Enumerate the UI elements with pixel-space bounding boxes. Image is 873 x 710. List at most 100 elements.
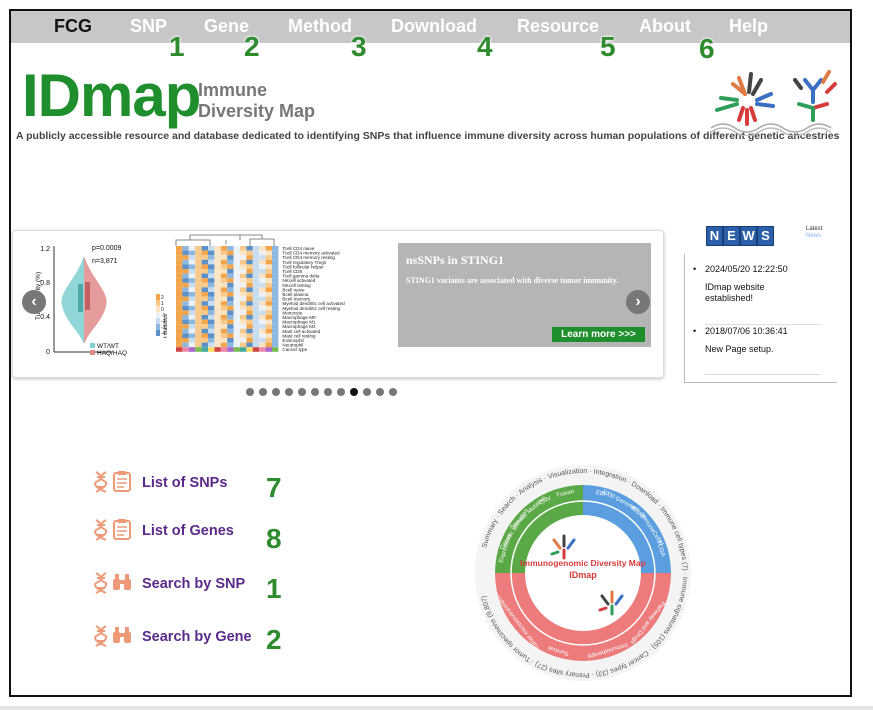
heatmap-cell [272, 269, 279, 274]
heatmap-cell [201, 246, 208, 251]
heatmap-cell [246, 310, 253, 315]
heatmap-cell [272, 273, 279, 279]
heatmap-row-label: Tcell gamma delta [282, 274, 319, 279]
link-label[interactable]: Search by SNP [142, 576, 246, 592]
heatmap-cell [182, 324, 189, 329]
link-label[interactable]: Search by Gene [142, 629, 252, 645]
heatmap-cell [272, 287, 279, 292]
news-text[interactable]: New Page setup. [705, 344, 774, 354]
heatmap-cell [208, 246, 215, 251]
carousel-dot[interactable] [311, 388, 319, 396]
link-label[interactable]: List of Genes [142, 523, 234, 539]
heatmap-row-label: Macrophage M0 [282, 315, 316, 320]
news-text[interactable]: IDmap website established! [705, 282, 765, 303]
heatmap-cell [259, 269, 266, 274]
heatmap-cell [265, 305, 272, 311]
nav-about[interactable]: About [639, 16, 691, 36]
link-label[interactable]: List of SNPs [142, 475, 228, 491]
heatmap-cell [227, 315, 234, 320]
heatmap-cell [188, 259, 196, 265]
heatmap-cell [195, 259, 202, 265]
heatmap-cell [227, 250, 234, 256]
nav-method[interactable]: Method [288, 16, 352, 36]
heatmap-cell [246, 338, 253, 343]
nav-help[interactable]: Help [729, 16, 769, 36]
heatmap-cell [227, 292, 234, 297]
nav-snp[interactable]: SNP [130, 16, 168, 36]
heatmap-cell [182, 315, 189, 320]
heatmap-cell [265, 278, 272, 283]
heatmap-cell [252, 301, 260, 306]
heatmap-cell [201, 342, 208, 348]
heatmap-cell [240, 301, 247, 306]
carousel-dot[interactable] [363, 388, 371, 396]
nav-gene[interactable]: Gene [204, 16, 250, 36]
heatmap-cell [214, 319, 221, 325]
carousel-dot[interactable] [298, 388, 306, 396]
heatmap-cell [265, 264, 272, 269]
heatmap-cell [252, 347, 260, 352]
site-logo-title[interactable]: IDmap [22, 62, 201, 129]
heatmap-cell [182, 301, 189, 306]
carousel-dot[interactable] [376, 388, 384, 396]
carousel-dot[interactable] [246, 388, 254, 396]
heatmap-cell [233, 296, 240, 302]
heatmap-cell [272, 278, 279, 283]
heatmap-cell [208, 250, 215, 256]
heatmap-cell [201, 292, 208, 297]
nav-download[interactable]: Download [391, 16, 477, 36]
heatmap-cell [259, 324, 266, 329]
scale-swatch [156, 306, 160, 312]
carousel-dot[interactable] [259, 388, 267, 396]
heatmap-cell [240, 250, 247, 256]
heatmap-cell [176, 287, 183, 292]
heatmap-cell [272, 315, 279, 320]
heatmap-cell [188, 246, 196, 251]
idmap-circular-diagram[interactable]: Summary · Search · Analysis · Visualizat… [472, 462, 694, 684]
heatmap-cell [259, 333, 266, 338]
heatmap-cell [220, 324, 228, 329]
heatmap-cell [208, 347, 215, 352]
scale-swatch [156, 300, 160, 306]
heatmap-cell [201, 278, 208, 283]
heatmap-cell [182, 305, 189, 311]
heatmap-cell [246, 259, 253, 265]
heatmap-cell [188, 269, 196, 274]
carousel-prev-button[interactable]: ‹ [22, 290, 46, 314]
heatmap-cell [259, 292, 266, 297]
heatmap-cell [201, 250, 208, 256]
news-panel: N E W S Latest News • 2024/05/20 12:22:5… [684, 222, 838, 384]
heatmap-cell [201, 273, 208, 279]
carousel-next-button[interactable]: › [626, 290, 650, 314]
heatmap-cell [233, 319, 240, 325]
heatmap-cell [227, 273, 234, 279]
heatmap-cell [252, 287, 260, 292]
learn-more-button[interactable]: Learn more >>> [552, 327, 645, 342]
heatmap-cell [265, 310, 272, 315]
heatmap-cell [214, 301, 221, 306]
heatmap-cell [246, 292, 253, 297]
nav-brand-fcg[interactable]: FCG [54, 16, 92, 36]
heatmap-cell [220, 296, 228, 302]
heatmap-cell [272, 264, 279, 269]
scale-tick: -1 [161, 313, 166, 319]
heatmap-cell [252, 264, 260, 269]
box-wt [78, 284, 83, 312]
heatmap-cell [208, 333, 215, 338]
carousel-dot[interactable] [350, 388, 358, 396]
nav-resource[interactable]: Resource [517, 16, 600, 36]
heatmap-row-label: Bcell naive [282, 287, 305, 292]
heatmap-cell [195, 264, 202, 269]
legend-label-wt: WT/WT [97, 343, 119, 350]
carousel-dot[interactable] [272, 388, 280, 396]
carousel-dot[interactable] [285, 388, 293, 396]
carousel-dot[interactable] [389, 388, 397, 396]
heatmap-cell [259, 319, 266, 325]
carousel-dot[interactable] [337, 388, 345, 396]
carousel-dot[interactable] [324, 388, 332, 396]
heatmap-cell [259, 287, 266, 292]
heatmap-cell [188, 319, 196, 325]
heatmap-cell [188, 255, 196, 260]
heatmap-cell [182, 264, 189, 269]
heatmap-cell [214, 315, 221, 320]
